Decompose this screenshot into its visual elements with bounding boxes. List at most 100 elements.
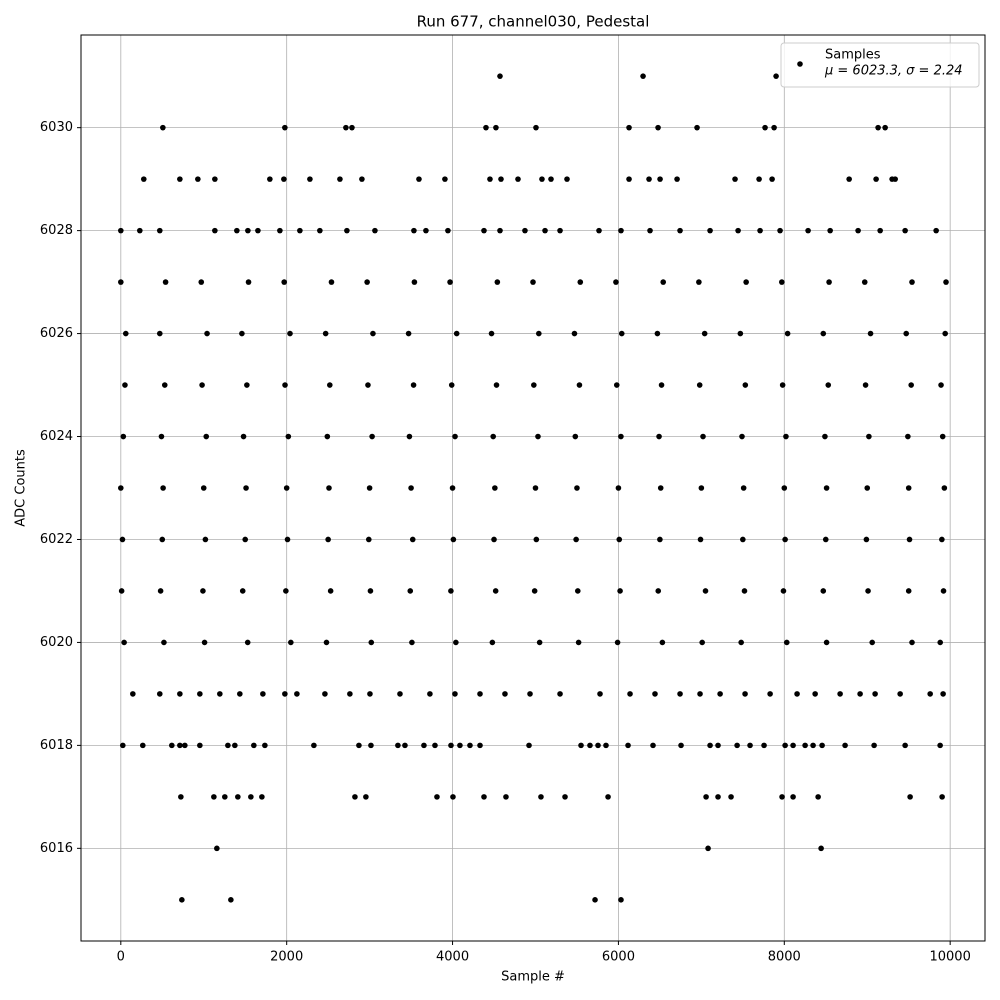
point (940, 588, 947, 594)
point (742, 382, 749, 388)
point (481, 794, 487, 800)
point (782, 742, 788, 749)
point (212, 227, 218, 234)
point (493, 124, 499, 131)
point (939, 794, 945, 800)
point (820, 588, 827, 594)
point (503, 794, 509, 800)
point (697, 536, 704, 543)
point (533, 124, 539, 131)
point (527, 691, 533, 697)
point (626, 176, 632, 182)
point (678, 742, 684, 749)
point (574, 485, 580, 491)
point (866, 433, 872, 440)
point (137, 227, 143, 234)
point (328, 279, 335, 285)
point (402, 742, 408, 749)
point (703, 794, 709, 800)
point (423, 227, 429, 234)
point (366, 485, 373, 491)
point (657, 485, 664, 491)
point (492, 485, 498, 491)
point (902, 742, 908, 749)
point (906, 536, 913, 543)
point (267, 176, 273, 182)
point (742, 691, 748, 697)
point (864, 485, 871, 491)
point (326, 485, 332, 491)
point (285, 433, 292, 440)
point (262, 742, 268, 749)
x-tick-label: 2000 (270, 950, 303, 965)
point (284, 536, 291, 543)
x-tick-label: 0 (117, 950, 125, 965)
point (283, 485, 290, 491)
point (121, 639, 127, 646)
point (450, 794, 456, 800)
point (201, 639, 208, 646)
point (453, 639, 459, 646)
y-axis-label: ADC Counts (14, 449, 29, 527)
point (452, 691, 458, 697)
point (618, 433, 624, 440)
point (204, 330, 210, 337)
y-tick-label: 6018 (40, 738, 73, 753)
point (698, 485, 705, 491)
point (311, 742, 317, 749)
point (715, 794, 721, 800)
point (734, 742, 740, 749)
point (738, 639, 744, 646)
points (118, 73, 949, 903)
point (855, 227, 861, 234)
point (282, 124, 288, 131)
point (497, 227, 503, 234)
point (283, 588, 289, 594)
point (156, 330, 163, 337)
point (245, 227, 251, 234)
point (707, 742, 713, 749)
point (427, 691, 433, 697)
point (502, 691, 508, 697)
point (743, 279, 749, 285)
x-tick-label: 10000 (929, 950, 970, 965)
point (477, 742, 483, 749)
point (197, 691, 203, 697)
point (837, 691, 843, 697)
point (526, 742, 532, 749)
point (397, 691, 403, 697)
point (483, 124, 489, 131)
point (652, 691, 658, 697)
point (177, 176, 183, 182)
point (307, 176, 313, 182)
point (409, 639, 415, 646)
point (530, 279, 536, 285)
point (739, 433, 745, 440)
point (773, 73, 779, 79)
point (909, 279, 915, 285)
point (740, 485, 747, 491)
point (406, 433, 413, 440)
point (907, 794, 913, 800)
point (122, 330, 129, 337)
point (882, 124, 888, 131)
point (493, 382, 500, 388)
point (245, 279, 252, 285)
legend-box (780, 42, 980, 88)
point (453, 330, 460, 337)
point (533, 536, 540, 543)
point (875, 124, 881, 131)
point (771, 124, 777, 131)
point (655, 124, 661, 131)
point (827, 227, 833, 234)
point (779, 794, 785, 800)
y-tick-label: 6030 (40, 120, 73, 135)
point (242, 536, 249, 543)
point (287, 330, 293, 337)
point (197, 742, 203, 749)
point (578, 742, 584, 749)
point (372, 227, 378, 234)
point (783, 639, 790, 646)
point (548, 176, 554, 182)
point (646, 176, 652, 182)
